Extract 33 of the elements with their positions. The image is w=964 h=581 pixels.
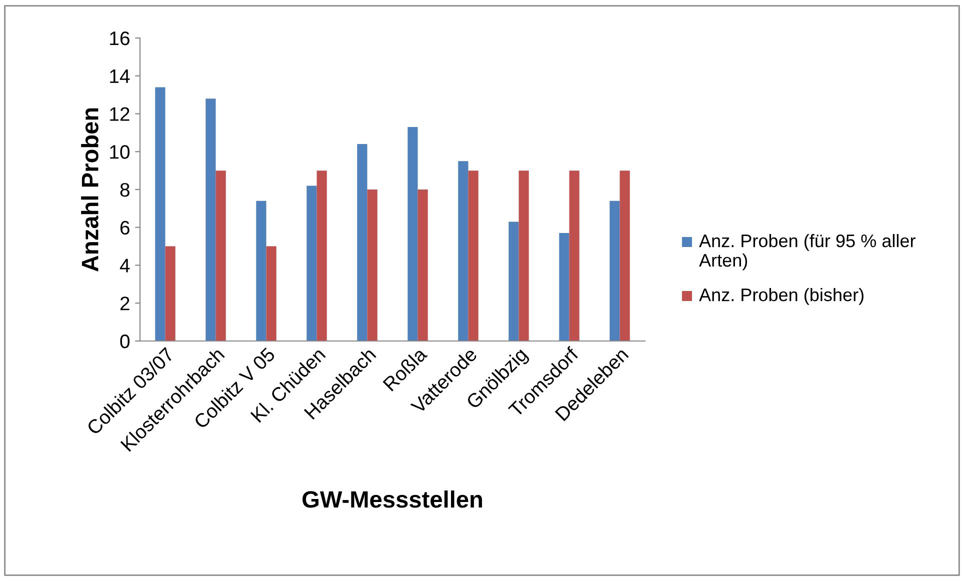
bar: [620, 170, 630, 341]
x-axis-title: GW-Messstellen: [302, 490, 482, 508]
y-tick-label: 10: [110, 145, 130, 159]
bar: [468, 170, 478, 341]
y-tick-label: 8: [120, 182, 130, 197]
bar: [206, 98, 216, 341]
bar: [569, 170, 580, 341]
bar: [610, 200, 620, 341]
bar: [367, 190, 378, 341]
bar: [266, 246, 276, 341]
bar: [316, 170, 327, 341]
bar: [408, 127, 418, 341]
y-tick-label: 2: [120, 296, 130, 310]
bar: [418, 190, 428, 341]
y-tick-label: 0: [120, 334, 130, 348]
legend-label: Anz. Proben (bisher): [699, 288, 864, 305]
bar: [458, 161, 468, 341]
legend-label: Anz. Proben (für 95 % aller Arten): [699, 234, 916, 270]
bar: [508, 222, 519, 341]
bar: [559, 233, 570, 341]
bar: [155, 87, 166, 341]
y-tick-label: 14: [110, 70, 130, 83]
y-tick-label: 12: [110, 107, 130, 121]
y-tick-label: 6: [120, 220, 130, 235]
y-axis-title: Anzahl Proben: [81, 108, 98, 272]
bar: [165, 246, 176, 341]
y-tick-label: 4: [120, 258, 130, 272]
bar: [518, 170, 529, 341]
bar: [357, 144, 368, 341]
bar: [256, 200, 266, 341]
y-tick-label: 16: [110, 31, 130, 46]
bar: [306, 186, 317, 341]
bar: [216, 170, 226, 341]
